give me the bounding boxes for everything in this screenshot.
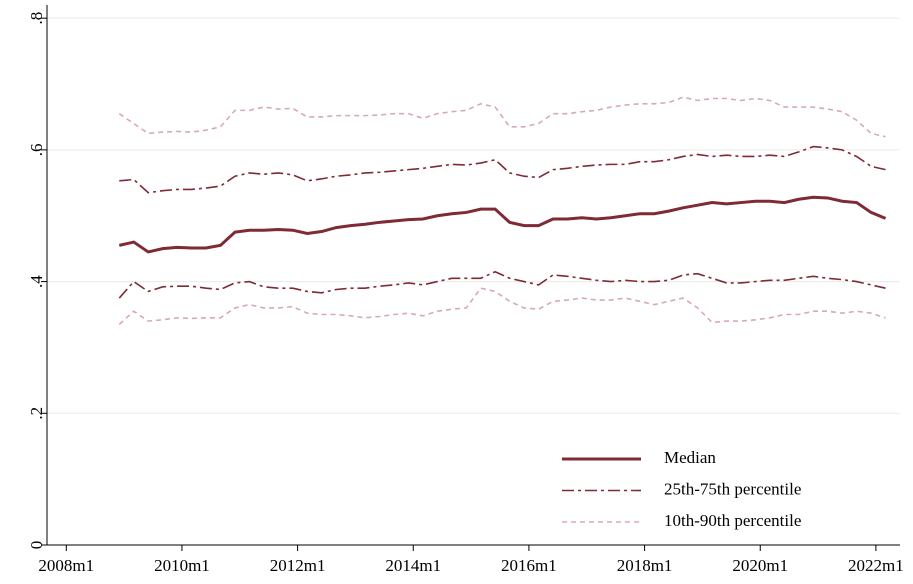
legend-label: 25th-75th percentile	[664, 479, 801, 498]
line	[118, 96, 886, 138]
x-tick-label: 2022m1	[848, 556, 904, 575]
y-tick-label: .8	[27, 12, 46, 25]
line	[118, 270, 886, 299]
x-tick-label: 2016m1	[501, 556, 557, 575]
legend-label: Median	[664, 448, 716, 467]
x-tick-label: 2020m1	[732, 556, 788, 575]
y-tick-label: .2	[27, 407, 46, 420]
y-tick-label: .6	[27, 144, 46, 157]
x-tick-label: 2008m1	[38, 556, 94, 575]
line	[118, 195, 887, 254]
line	[118, 287, 886, 325]
x-tick-label: 2018m1	[617, 556, 673, 575]
x-tick-label: 2010m1	[154, 556, 210, 575]
x-tick-label: 2014m1	[385, 556, 441, 575]
x-tick-label: 2012m1	[270, 556, 326, 575]
legend-label: 10th-90th percentile	[664, 511, 801, 530]
line	[119, 145, 886, 194]
y-tick-label: 0	[27, 541, 46, 550]
y-tick-label: .4	[27, 275, 46, 288]
